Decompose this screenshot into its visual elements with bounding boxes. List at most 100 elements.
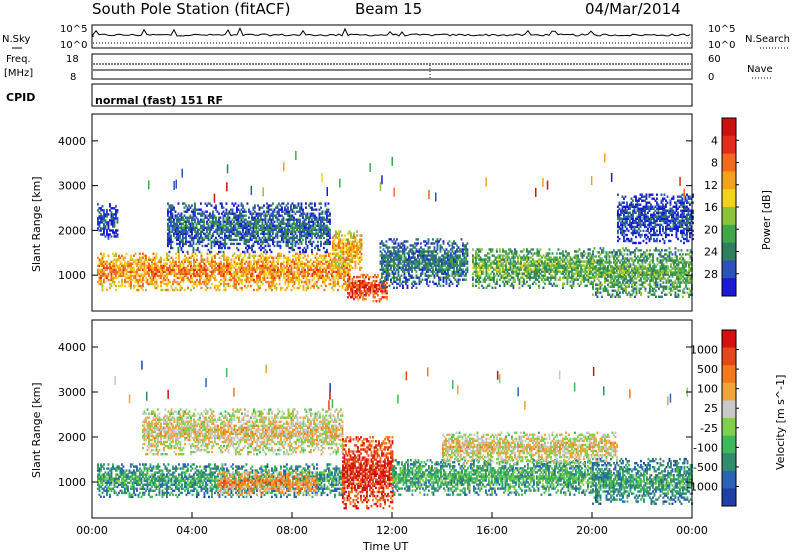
power-cells-cell: [197, 268, 200, 272]
power-cells-cell: [227, 282, 230, 286]
power-cells-cell: [288, 218, 291, 221]
power-cells-cell: [445, 280, 448, 283]
power-cells-cell: [160, 256, 162, 259]
power-cells-cell: [221, 266, 224, 270]
power-cells-cell: [332, 284, 335, 288]
power-cells-cell: [209, 278, 212, 282]
power-cells-cell: [347, 296, 349, 299]
power-cells-cell: [259, 274, 261, 278]
power-cells-cell: [157, 264, 159, 268]
power-cells-cell: [257, 216, 259, 219]
power-cells-cell: [97, 256, 99, 259]
power-cells-cell: [246, 230, 249, 233]
power-cells-cell: [320, 206, 322, 209]
power-cells-cell: [472, 248, 474, 251]
power-cells-cell: [387, 272, 389, 275]
power-cells-cell: [354, 281, 357, 285]
power-cells-cell: [548, 248, 551, 251]
power-cells-cell: [195, 248, 198, 252]
power-cells-cell: [175, 264, 177, 268]
power-cells-cell: [280, 254, 282, 257]
power-cells-cell: [302, 286, 305, 290]
power-cells-cell: [335, 276, 338, 280]
power-cells-cell: [206, 210, 208, 213]
power-cells-cell: [385, 274, 388, 277]
power-cells-cell: [168, 218, 171, 221]
power-cells-cell: [246, 234, 249, 238]
power-cells-cell: [143, 254, 146, 257]
power-cells-cell: [130, 264, 132, 268]
power-cells-cell: [161, 266, 164, 270]
power-cells-cell: [285, 222, 288, 225]
power-cells-cell: [254, 220, 256, 223]
power-cells-cell: [252, 236, 255, 240]
power-cells-cell: [321, 224, 324, 227]
power-cells-cell: [278, 240, 280, 244]
power-cells-cell: [222, 220, 225, 223]
power-cells-cell: [128, 276, 131, 280]
power-cells-cell: [368, 281, 370, 285]
power-cells-cell: [233, 278, 236, 282]
power-cells-cell: [285, 218, 288, 221]
power-cells-cell: [260, 268, 263, 272]
power-cells-cell: [229, 276, 231, 280]
power-cells-cell: [137, 272, 140, 276]
power-cells-cell: [332, 270, 335, 274]
power-cells-cell: [279, 204, 282, 207]
power-cells-cell: [235, 286, 237, 290]
power-cells-cell: [289, 280, 291, 284]
power-cells-cell: [193, 282, 195, 286]
power-cells-cell: [172, 270, 174, 274]
power-cells-cell: [291, 234, 294, 238]
power-cells-cell: [269, 230, 271, 233]
power-cells-cell: [130, 278, 132, 282]
power-cells-cell: [217, 284, 219, 288]
power-cells-cell: [293, 272, 296, 276]
power-cells-cell: [148, 262, 150, 265]
power-cells-cell: [293, 230, 295, 233]
power-cells-cell: [290, 272, 293, 276]
power-cells-cell: [294, 212, 297, 215]
power-cells-cell: [176, 226, 178, 229]
power-cells-cell: [278, 218, 280, 221]
power-cells-cell: [233, 270, 236, 274]
power-cells-cell: [183, 220, 186, 223]
power-cells-cell: [272, 274, 275, 278]
power-cells-cell: [222, 244, 225, 248]
power-cells-cell: [240, 226, 243, 229]
power-cells-cell: [261, 228, 264, 231]
power-cells-cell: [303, 250, 306, 254]
power-cells-cell: [179, 242, 181, 246]
power-cells-cell: [195, 208, 198, 211]
power-cells-cell: [197, 246, 199, 250]
power-cells-cell: [209, 238, 211, 242]
power-cells-cell: [381, 252, 383, 255]
power-cells-cell: [182, 232, 184, 235]
power-cells-cell: [196, 274, 198, 278]
power-cells-cell: [308, 216, 310, 219]
power-cells-cell: [357, 298, 360, 301]
power-cells-cell: [442, 240, 445, 243]
power-cells-cell: [98, 270, 101, 274]
power-cells-cell: [253, 264, 255, 268]
power-cells-cell: [327, 242, 330, 246]
power-cells-cell: [324, 250, 327, 254]
power-cells-cell: [252, 234, 255, 238]
power-cells-cell: [115, 270, 117, 274]
power-cells-cell: [151, 260, 153, 263]
power-cells-cell: [238, 282, 240, 286]
power-cells-cell: [348, 285, 351, 289]
power-cells-cell: [327, 232, 330, 235]
power-cells-cell: [321, 232, 324, 235]
power-cells-cell: [173, 280, 176, 284]
power-cells-cell: [384, 264, 386, 267]
power-cells-cell: [260, 264, 263, 268]
power-cells-cell: [209, 230, 211, 233]
power-cells-cell: [375, 275, 378, 279]
power-cells-cell: [374, 296, 376, 299]
power-cells-cell: [271, 276, 273, 280]
power-cells-cell: [291, 222, 294, 225]
power-cells-cell: [415, 282, 418, 285]
power-cells-cell: [266, 228, 268, 231]
power-cells-cell: [155, 270, 158, 274]
